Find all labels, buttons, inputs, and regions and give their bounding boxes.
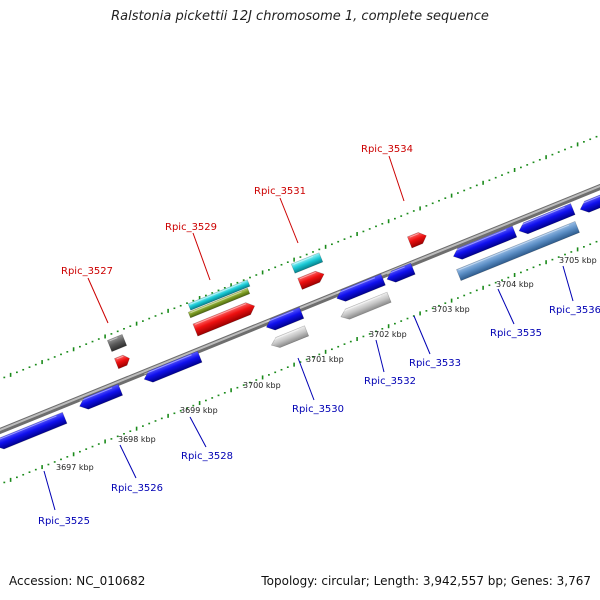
leader-line <box>297 357 315 401</box>
kbp-label: 3702 kbp <box>369 330 407 339</box>
gene-label-rpic-3536[interactable]: Rpic_3536 <box>549 305 600 316</box>
label-leader-lines <box>43 155 574 511</box>
gene-label-rpic-3525[interactable]: Rpic_3525 <box>38 516 90 527</box>
kbp-scale-labels: 3697 kbp 3698 kbp 3699 kbp 3700 kbp 3701… <box>56 256 597 472</box>
leader-line <box>192 232 211 281</box>
leader-line <box>119 444 137 479</box>
gene-label-rpic-3534[interactable]: Rpic_3534 <box>361 144 413 155</box>
cds-rpic-3532[interactable] <box>335 273 386 304</box>
gene-label-rpic-3527[interactable]: Rpic_3527 <box>61 266 113 277</box>
gene-label-rpic-3526[interactable]: Rpic_3526 <box>111 483 163 494</box>
gene-label-rpic-3528[interactable]: Rpic_3528 <box>181 451 233 462</box>
gene-label-rpic-3531[interactable]: Rpic_3531 <box>254 186 306 197</box>
operon-rpic-3535[interactable] <box>456 220 580 282</box>
map-title: Ralstonia pickettii 12J chromosome 1, co… <box>111 9 489 24</box>
misc-rpic-3532[interactable] <box>339 291 392 322</box>
leader-line <box>413 315 431 355</box>
cds-rpic-3526[interactable] <box>77 383 124 412</box>
kbp-label: 3700 kbp <box>243 381 281 390</box>
cds-rpic-3528[interactable] <box>142 350 203 385</box>
topology-summary-text: Topology: circular; Length: 3,942,557 bp… <box>261 574 591 588</box>
cds-rpic-3535b[interactable] <box>517 203 576 237</box>
kbp-label: 3699 kbp <box>180 406 218 415</box>
outer-scale-ticks <box>3 135 598 379</box>
misc-rpic-3529[interactable] <box>187 287 251 319</box>
leader-line <box>43 470 56 511</box>
kbp-label: 3704 kbp <box>496 280 534 289</box>
gene-label-rpic-3529[interactable]: Rpic_3529 <box>165 222 217 233</box>
kbp-label: 3703 kbp <box>432 305 470 314</box>
trna-rpic-3529[interactable] <box>187 279 251 311</box>
leader-line <box>562 265 574 302</box>
leader-line <box>497 288 515 325</box>
kbp-label: 3701 kbp <box>306 355 344 364</box>
reverse-gene-labels: Rpic_3525 Rpic_3526 Rpic_3528 Rpic_3530 … <box>38 305 600 527</box>
kbp-label: 3697 kbp <box>56 463 94 472</box>
forward-gene-labels: Rpic_3527 Rpic_3529 Rpic_3531 Rpic_3534 <box>61 144 413 277</box>
cds-rpic-3534[interactable] <box>407 230 428 249</box>
gene-label-rpic-3532[interactable]: Rpic_3532 <box>364 376 416 387</box>
gene-label-rpic-3533[interactable]: Rpic_3533 <box>409 358 461 369</box>
misc-rpic-3530[interactable] <box>269 325 310 351</box>
kbp-label: 3705 kbp <box>559 256 597 265</box>
leader-line <box>388 155 405 202</box>
cds-rpic-3527-a[interactable] <box>106 334 128 352</box>
cds-rpic-3533[interactable] <box>385 262 416 285</box>
gene-label-rpic-3535[interactable]: Rpic_3535 <box>490 328 542 339</box>
trna-rpic-3531[interactable] <box>290 252 324 274</box>
kbp-label: 3698 kbp <box>118 435 156 444</box>
leader-line <box>375 339 385 373</box>
leader-line <box>87 277 109 324</box>
leader-line <box>189 416 207 448</box>
gene-features <box>0 190 600 451</box>
inner-scale-ticks <box>3 240 598 484</box>
cds-rpic-3535a[interactable] <box>451 225 518 262</box>
leader-line <box>279 197 299 244</box>
cds-rpic-3530[interactable] <box>264 306 305 332</box>
gene-label-rpic-3530[interactable]: Rpic_3530 <box>292 404 344 415</box>
cds-rpic-3527-b[interactable] <box>114 353 131 370</box>
cds-rpic-3529[interactable] <box>192 300 257 337</box>
cds-rpic-3531[interactable] <box>297 269 327 290</box>
accession-text: Accession: NC_010682 <box>9 574 146 588</box>
cds-rpic-3525[interactable] <box>0 411 68 451</box>
